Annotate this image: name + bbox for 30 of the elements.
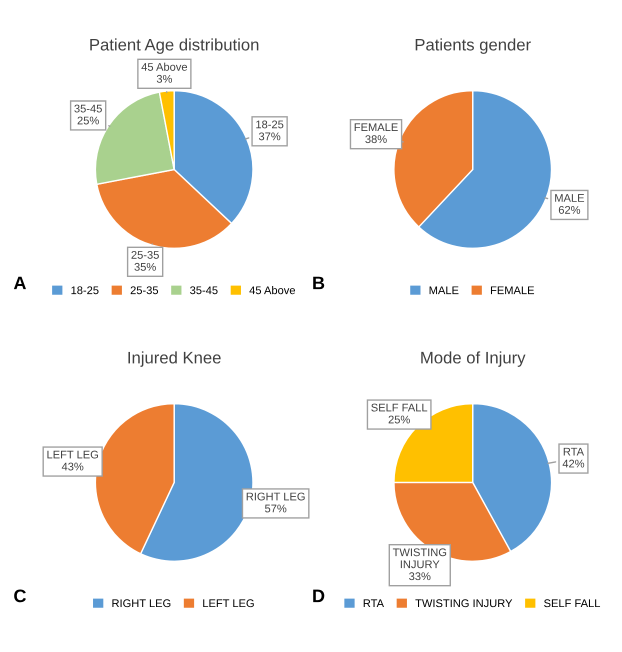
data-label: RIGHT LEG 57% — [246, 492, 305, 512]
legend-label: FEMALE — [490, 286, 534, 294]
chart-title: Mode of Injury — [421, 351, 526, 367]
legend-label: 45 Above — [249, 286, 296, 294]
data-label: RTA 42% — [562, 448, 584, 468]
text: B — [313, 276, 324, 290]
data-label: SELF FALL 25% — [371, 404, 428, 424]
data-label: FEMALE 38% — [354, 123, 398, 144]
legend-label: LEFT LEG — [203, 599, 254, 608]
data-label: LEFT LEG 43% — [47, 450, 98, 470]
legend-label: MALE — [430, 286, 458, 294]
data-label: 45 Above 3% — [141, 62, 188, 83]
chart-title: Patient Age distribution — [90, 38, 258, 54]
text: C — [14, 589, 26, 602]
text: A — [14, 276, 26, 290]
data-label: 25-35 35% — [131, 250, 159, 271]
data-label: MALE 62% — [555, 194, 584, 214]
legend-label: 18-25 — [71, 286, 99, 294]
legend-label: TWISTING INJURY — [415, 599, 512, 608]
legend-label: RTA — [364, 599, 384, 608]
legend-label: RIGHT LEG — [112, 599, 170, 608]
chart-title: Patients gender — [416, 38, 531, 54]
legend-label: 35-45 — [190, 286, 218, 294]
text: D — [313, 590, 324, 602]
legend-label: 25-35 — [130, 286, 158, 294]
data-label: 18-25 37% — [256, 120, 284, 140]
data-label: 35-45 25% — [74, 104, 102, 124]
data-label: TWISTING INJURY 33% — [392, 548, 446, 580]
chart-title: Injured Knee — [128, 351, 221, 367]
legend-label: SELF FALL — [544, 599, 600, 608]
